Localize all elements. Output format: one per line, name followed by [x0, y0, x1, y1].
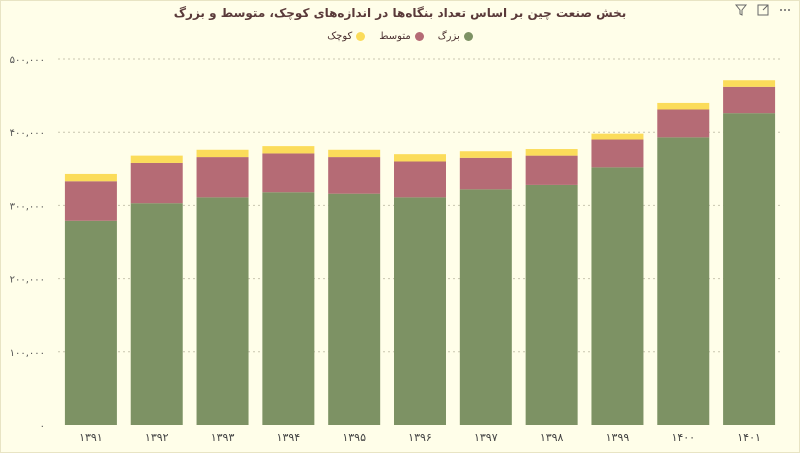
bar-segment	[262, 146, 315, 154]
bar-segment	[262, 153, 315, 193]
bar-segment	[328, 193, 381, 425]
bar-segment	[459, 157, 512, 190]
x-tick-label: ۱۳۹۹	[606, 431, 630, 444]
filter-icon[interactable]	[734, 3, 748, 17]
bar-segment	[459, 189, 512, 425]
x-tick-label: ۱۴۰۰	[671, 431, 695, 444]
bar-segment	[196, 197, 249, 425]
bar-segment	[459, 151, 512, 158]
x-tick-label: ۱۳۹۶	[408, 431, 432, 444]
chart-title: بخش صنعت چین بر اساس تعداد بنگاه‌ها در ا…	[173, 6, 627, 20]
x-tick-label: ۱۳۹۴	[277, 431, 301, 444]
bar-segment	[328, 149, 381, 158]
legend-item-medium[interactable]: متوسط	[379, 31, 424, 42]
bar-segment	[525, 184, 578, 425]
bar-segment	[196, 149, 249, 158]
bar-segment	[394, 197, 446, 425]
x-tick-label: ۱۳۹۱	[79, 431, 103, 444]
x-tick-label: ۱۳۹۳	[211, 431, 235, 444]
bar-segment	[64, 220, 117, 425]
bar-segment	[262, 192, 315, 425]
bar-segment	[657, 109, 710, 138]
expand-icon[interactable]	[756, 3, 770, 17]
y-tick-label: ۵۰۰,۰۰۰	[10, 55, 45, 66]
bar-segment	[64, 173, 117, 182]
y-tick-label: ۱۰۰,۰۰۰	[10, 348, 45, 359]
legend-swatch-medium	[414, 32, 424, 41]
bar-segment	[130, 155, 183, 163]
bar-segment	[196, 157, 249, 198]
bar-segment	[394, 154, 446, 162]
x-tick-label: ۱۴۰۱	[737, 431, 761, 444]
bar-segment	[591, 133, 644, 140]
bar-segment	[723, 80, 776, 87]
bar-segment	[525, 149, 578, 156]
legend-label-small: کوچک	[327, 31, 353, 42]
legend-item-small[interactable]: کوچک	[327, 31, 366, 42]
y-tick-label: ۳۰۰,۰۰۰	[10, 201, 45, 212]
bar-segment	[394, 161, 446, 198]
bar-segment	[723, 86, 776, 114]
more-options-icon[interactable]	[778, 3, 792, 17]
bar-segment	[591, 139, 644, 168]
x-tick-label: ۱۳۹۸	[540, 431, 564, 444]
bar-segment	[130, 203, 183, 425]
bar-segment	[723, 113, 776, 425]
x-tick-label: ۱۳۹۲	[145, 431, 169, 444]
bar-segment	[591, 167, 644, 425]
bar-segment	[328, 157, 381, 194]
chart-legend: بزرگ متوسط کوچک	[0, 31, 800, 42]
x-tick-label: ۱۳۹۵	[342, 431, 366, 444]
bar-segment	[525, 155, 578, 185]
legend-swatch-large	[463, 32, 473, 41]
legend-item-large[interactable]: بزرگ	[438, 31, 473, 42]
bar-segment	[657, 137, 710, 425]
y-tick-label: ۲۰۰,۰۰۰	[10, 275, 45, 286]
bar-segment	[130, 162, 183, 204]
y-tick-label: ۴۰۰,۰۰۰	[10, 128, 45, 139]
y-tick-label: ۰	[40, 421, 45, 432]
bar-segment	[657, 102, 710, 110]
legend-label-medium: متوسط	[379, 31, 411, 42]
legend-label-large: بزرگ	[437, 31, 460, 42]
legend-swatch-small	[356, 32, 366, 41]
visual-toolbar	[734, 3, 792, 17]
x-tick-label: ۱۳۹۷	[474, 431, 498, 444]
bar-segment	[64, 181, 117, 221]
